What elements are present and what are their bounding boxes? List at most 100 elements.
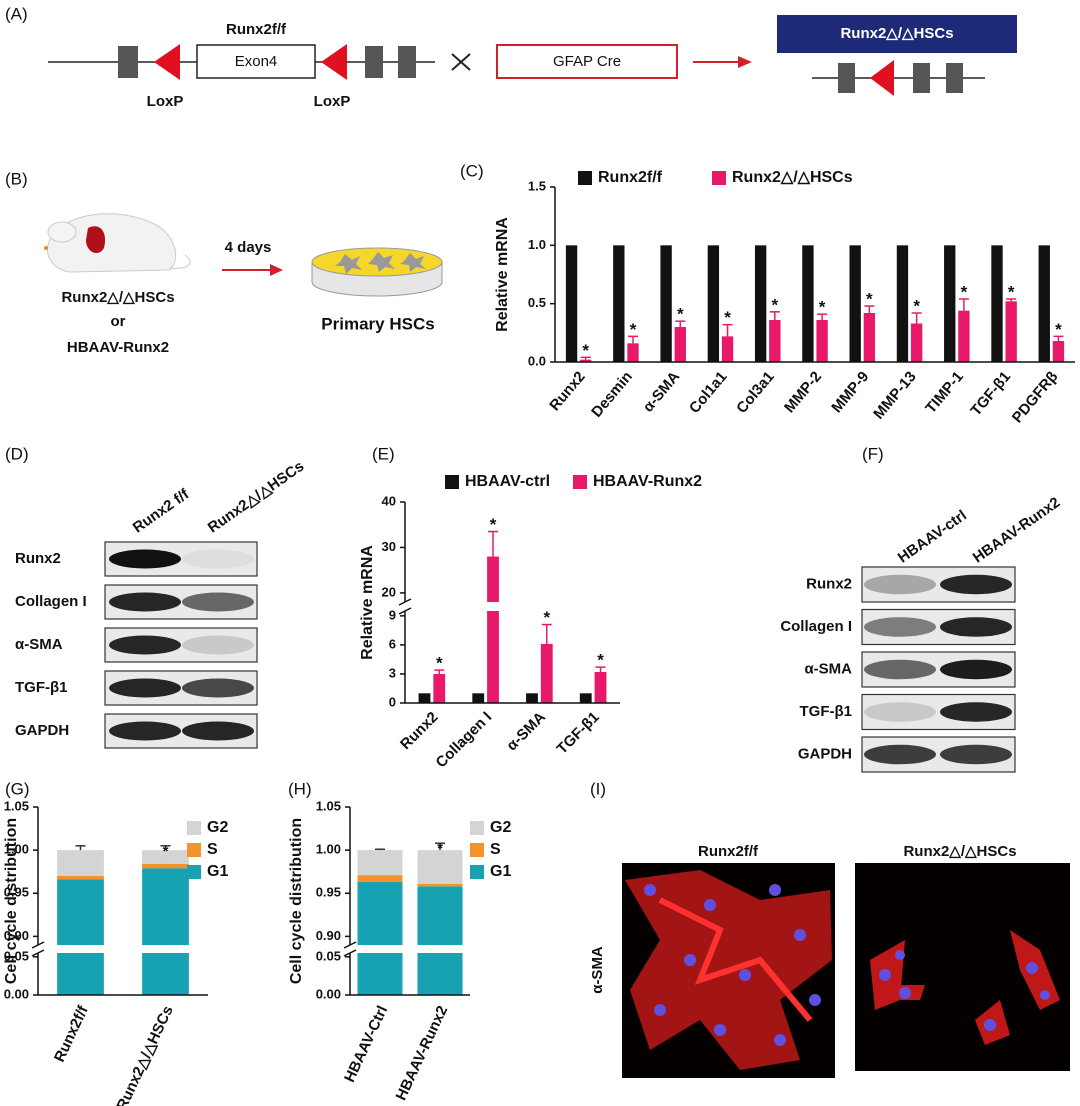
blot-row-label: Runx2 (15, 550, 61, 567)
legend-label: Runx2f/f (598, 169, 663, 186)
x-tick-label: Col1a1 (686, 368, 731, 417)
bar-segment (357, 850, 403, 876)
blot-band (182, 635, 254, 655)
blot-band (109, 549, 181, 569)
y-tick-label: 6 (389, 636, 396, 651)
significance-mark: * (597, 651, 604, 670)
bar (487, 556, 499, 703)
bar (540, 643, 553, 703)
blot-band (940, 744, 1012, 765)
y-tick-label: 1.5 (528, 178, 546, 193)
blot-band (940, 574, 1012, 595)
blot-row-label: Collagen I (780, 618, 852, 635)
x-tick-label: α-SMA (640, 368, 684, 415)
bar (721, 336, 734, 362)
significance-mark: * (866, 289, 873, 308)
blot-row-label: Collagen I (15, 593, 87, 610)
x-tick-label: Runx2f/f (51, 1002, 92, 1064)
x-tick-label: Runx2 (397, 709, 441, 753)
panel-label: (A) (5, 4, 28, 23)
significance-mark: * (163, 843, 169, 860)
significance-mark: * (724, 308, 731, 327)
bar (433, 673, 446, 703)
exon-label: Exon4 (235, 53, 278, 70)
bar (674, 327, 686, 362)
y-tick-label: 0.5 (528, 295, 546, 310)
significance-mark: * (437, 840, 443, 857)
y-axis-label: Cell cycle distribution (3, 818, 20, 984)
legend-label: Runx2△/△HSCs (732, 169, 853, 186)
bar (896, 245, 909, 362)
blot-band (109, 721, 181, 741)
break-mark (343, 941, 357, 949)
panel-label: (G) (5, 779, 30, 798)
blot-row-label: TGF-β1 (15, 679, 68, 696)
bar (579, 693, 592, 703)
panel-label: (B) (5, 169, 28, 188)
legend-swatch (573, 475, 587, 489)
blot-row-label: α-SMA (804, 660, 852, 677)
y-tick-label: 20 (382, 584, 396, 599)
micrograph (622, 863, 835, 1078)
blot-band (182, 721, 254, 741)
bar-segment (57, 876, 104, 880)
blot-band (109, 678, 181, 698)
mouse-label: Runx2△/△HSCs (61, 289, 174, 306)
legend-label: S (490, 841, 501, 858)
blot-band (182, 678, 254, 698)
blot-band (182, 592, 254, 612)
or-label: or (111, 313, 126, 330)
bar (944, 245, 956, 362)
legend-swatch (187, 821, 201, 835)
loxp-label: LoxP (314, 93, 351, 110)
bar-segment (417, 886, 463, 995)
y-tick-label: 3 (389, 665, 396, 680)
panel-label: (H) (288, 779, 312, 798)
bar-segment (417, 850, 463, 884)
y-tick-label: 1.05 (316, 798, 341, 813)
blot-column-label: Runx2△/△HSCs (205, 458, 307, 537)
y-tick-label: 0 (389, 694, 396, 709)
y-tick-label: 1.00 (4, 842, 29, 857)
blot-column-label: HBAAV-Runx2 (970, 494, 1063, 567)
bar-segment (142, 868, 189, 995)
blot-band (109, 592, 181, 612)
bar (958, 310, 970, 362)
legend-label: HBAAV-ctrl (465, 473, 550, 490)
legend-swatch (578, 171, 592, 185)
blot-band (864, 659, 936, 680)
alt-label: HBAAV-Runx2 (67, 339, 169, 356)
y-tick-label: 30 (382, 539, 396, 554)
y-tick-label: 0.90 (4, 928, 29, 943)
bar (991, 245, 1003, 362)
blot-column-label: HBAAV-ctrl (895, 507, 970, 567)
legend-swatch (712, 171, 726, 185)
bar (754, 245, 767, 362)
bar-segment (417, 883, 463, 887)
loxp-label: LoxP (147, 93, 184, 110)
y-tick-label: 0.05 (4, 948, 29, 963)
legend-label: S (207, 841, 218, 858)
y-tick-label: 0.05 (316, 948, 341, 963)
floxed-label: Runx2f/f (226, 21, 287, 38)
blot-band (864, 744, 936, 765)
bar (769, 320, 781, 362)
break-mark (398, 598, 412, 606)
bar (910, 323, 923, 362)
x-tick-label: Runx2 (546, 368, 588, 414)
image-column-label: Runx2△/△HSCs (903, 843, 1016, 860)
significance-mark: * (961, 282, 968, 301)
break-mark (31, 941, 45, 949)
bar-segment (57, 879, 104, 995)
bar-segment (357, 875, 403, 883)
x-tick-label: TGF-β1 (554, 709, 603, 758)
y-tick-label: 0.95 (4, 885, 29, 900)
x-tick-label: TGF-β1 (967, 368, 1014, 419)
x-tick-label: HBAAV-Ctrl (341, 1003, 391, 1085)
y-tick-label: 0.95 (316, 885, 341, 900)
blot-band (864, 574, 936, 595)
blot-band (940, 617, 1012, 637)
bar (802, 245, 814, 362)
image-row-label: α-SMA (589, 946, 606, 994)
bar (627, 343, 639, 362)
